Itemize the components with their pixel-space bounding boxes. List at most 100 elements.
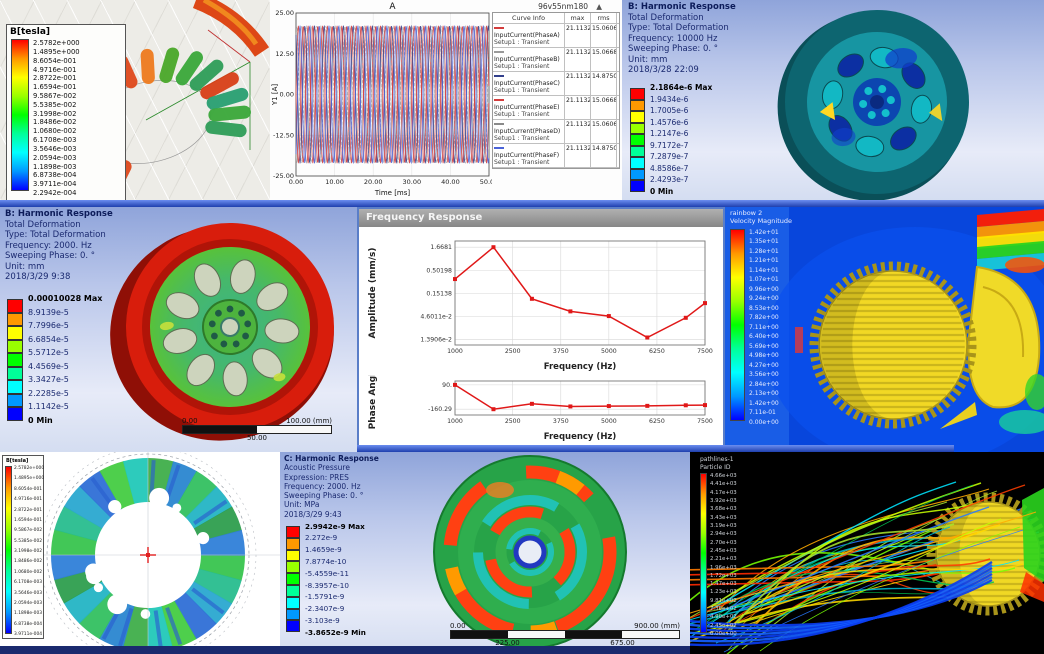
- legend-value: 4.4569e-5: [28, 361, 69, 371]
- legend-color-band: [7, 326, 23, 340]
- legend-value: 1.7005e-6: [650, 106, 689, 116]
- result-line: Type: Total Deformation: [5, 230, 106, 241]
- window-edge-strip: [0, 200, 1044, 207]
- legend-value: 4.9716e-001: [33, 65, 77, 74]
- legend-value: 8.6054e-001: [14, 486, 43, 492]
- legend-value: 2.21e+03: [710, 556, 737, 563]
- curve-setup: Setup1 : Transient: [494, 159, 550, 166]
- streamline: [705, 506, 990, 618]
- legend-value: 3.3427e-5: [28, 375, 69, 384]
- legend-value: 1.4576e-6: [650, 117, 689, 127]
- scale-mid: 50.00: [246, 434, 268, 442]
- legend-value: 2.1864e-6 Max: [650, 83, 713, 93]
- scale-max: 900.00 (mm): [634, 622, 680, 630]
- curve-info-row: InputCurrent(PhaseA) Setup1 : Transient 21…: [493, 24, 619, 48]
- legend-title: pathlines-1: [700, 456, 734, 463]
- curve-info-row: InputCurrent(PhaseC) Setup1 : Transient 21…: [493, 72, 619, 96]
- result-title: B: Harmonic Response: [5, 209, 113, 219]
- legend-value: 6.40e+00: [749, 333, 779, 341]
- current-waveform: [295, 24, 490, 165]
- curve-setup: Setup1 : Transient: [494, 111, 550, 118]
- svg-text:0.15138: 0.15138: [426, 291, 452, 298]
- data-point-marker: [453, 277, 457, 282]
- legend-color-band: [7, 366, 23, 380]
- data-point-marker: [683, 315, 688, 320]
- panel-flux-rotor: B[tesla] 2.5782e+000 1.4895e+000 8.6054e-0…: [0, 452, 280, 654]
- panel-velocity-contour: rainbow 2 Velocity Magnitude 1.42e+01 1.3…: [725, 207, 1044, 452]
- result-title: B: Harmonic Response: [628, 2, 736, 12]
- legend-value: 6.1708e-003: [33, 136, 77, 145]
- legend-value: 1.21e+01: [749, 257, 779, 265]
- legend-value: 0.00e+00: [710, 631, 737, 637]
- legend-values: 1.42e+01 1.35e+01 1.28e+01 1.21e+01 1.14e+01…: [749, 229, 799, 426]
- legend-value: 0.00e+00: [749, 418, 779, 426]
- legend-color-band: [7, 407, 23, 421]
- data-point-marker: [683, 403, 688, 408]
- legend-color-band: [630, 157, 645, 169]
- curve-setup: Setup1 : Transient: [494, 87, 550, 94]
- curve-info-row: InputCurrent(PhaseB) Setup1 : Transient 21…: [493, 48, 619, 72]
- current-waveform: [295, 25, 490, 164]
- result-line: Total Deformation: [5, 219, 81, 230]
- result-line: Frequency: 2000. Hz: [5, 240, 92, 251]
- flux-colorbar: [11, 39, 29, 191]
- svg-text:1000: 1000: [447, 418, 463, 425]
- svg-text:25.00: 25.00: [275, 9, 294, 17]
- legend-value: 8.6054e-001: [33, 56, 77, 65]
- legend-value: 7.82e+00: [749, 314, 779, 322]
- legend-value: 6.6854e-5: [28, 334, 69, 344]
- legend-value: 1.23e+03: [710, 589, 737, 596]
- panel-flux-torus: B[tesla] 2.5782e+000 1.4895e+000 8.6054e-0…: [0, 0, 270, 200]
- svg-text:2500: 2500: [505, 348, 521, 355]
- legend-value: 1.0680e-002: [33, 127, 77, 136]
- column-header: max: [565, 13, 591, 23]
- svg-text:1.3906e-2: 1.3906e-2: [420, 337, 452, 344]
- curve-max: 21.1132: [565, 72, 591, 95]
- x-axis-label: Frequency (Hz): [544, 432, 617, 442]
- svg-text:50.00: 50.00: [480, 178, 492, 186]
- legend-value: 1.07e+01: [749, 276, 779, 284]
- legend-value: 2.2285e-5: [28, 388, 69, 398]
- panel-acoustic-pressure: C: Harmonic Response Acoustic Pressure E…: [280, 452, 690, 654]
- curve-max: 21.1132: [565, 24, 591, 47]
- legend-value: 1.42e+00: [749, 399, 779, 407]
- curve-color-sample: [494, 75, 504, 77]
- legend-value: 1.47e+03: [710, 581, 737, 588]
- window-titlebar[interactable]: Frequency Response: [359, 209, 723, 227]
- legend-value: 3.9711e-004: [33, 180, 77, 189]
- result-line: Unit: MPa: [284, 500, 320, 510]
- svg-text:3750: 3750: [553, 348, 569, 355]
- svg-text:1.6681: 1.6681: [430, 244, 452, 251]
- flux-density-legend: B[tesla] 2.5782e+000 1.4895e+000 8.6054e-0…: [2, 455, 44, 639]
- curve-name: InputCurrent(PhaseE): [494, 104, 560, 111]
- result-line: Unit: mm: [5, 261, 45, 272]
- data-point-marker: [703, 403, 707, 408]
- legend-value: 2.8722e-001: [14, 507, 43, 513]
- window-edge-strip: [357, 445, 954, 452]
- legend-value: 1.1142e-5: [28, 402, 69, 411]
- legend-value: 7.36e+02: [710, 606, 737, 613]
- legend-value: -3.8652e-9 Min: [305, 627, 366, 637]
- scale-max: 100.00 (mm): [286, 417, 332, 425]
- window-menu-icon[interactable]: ▲: [596, 2, 602, 11]
- legend-value: 2.70e+03: [710, 539, 737, 546]
- velocity-legend: rainbow 2 Velocity Magnitude 1.42e+01 1.3…: [730, 209, 799, 426]
- svg-text:-25.00: -25.00: [273, 172, 294, 180]
- streamline: [690, 484, 1026, 619]
- curve-name: InputCurrent(PhaseF): [494, 152, 560, 159]
- streamline: [753, 532, 978, 627]
- svg-text:90.: 90.: [442, 382, 452, 389]
- legend-value: 2.45e+03: [710, 547, 737, 554]
- result-line: Total Deformation: [628, 12, 704, 23]
- data-point-marker: [491, 245, 496, 250]
- svg-text:2500: 2500: [505, 418, 521, 425]
- legend-value: 4.9716e-001: [14, 497, 43, 503]
- data-point-marker: [606, 404, 611, 409]
- curve-color-sample: [494, 123, 504, 125]
- data-point-marker: [606, 314, 611, 319]
- legend-value: 2.45e+02: [710, 622, 737, 629]
- curve-setup: Setup1 : Transient: [494, 63, 550, 70]
- legend-value: 1.2147e-6: [650, 129, 689, 139]
- legend-value: 1.28e+01: [749, 247, 779, 255]
- result-line: Acoustic Pressure: [284, 463, 350, 473]
